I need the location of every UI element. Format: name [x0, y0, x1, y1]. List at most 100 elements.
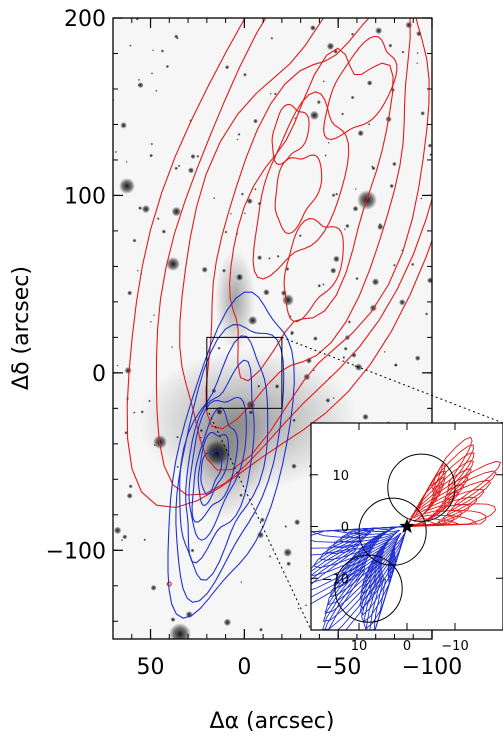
- inset-x-tick-label: 10: [351, 639, 368, 654]
- star: [357, 130, 364, 137]
- star: [126, 492, 133, 499]
- bright-star: [169, 623, 191, 639]
- star: [224, 230, 228, 234]
- star: [420, 197, 423, 200]
- star: [124, 366, 132, 375]
- star: [156, 217, 160, 221]
- star: [171, 206, 182, 217]
- inset-y-tick-label: −10: [322, 572, 349, 587]
- inset-x-tick-label: −10: [441, 639, 468, 654]
- star: [294, 519, 301, 526]
- bright-star: [204, 440, 230, 466]
- star: [125, 161, 128, 163]
- star: [240, 192, 244, 196]
- star: [137, 82, 144, 89]
- contour-blue: [311, 526, 408, 630]
- star: [331, 193, 336, 198]
- star: [243, 72, 247, 77]
- star: [341, 112, 345, 116]
- star: [174, 166, 178, 171]
- star: [236, 273, 244, 281]
- star: [216, 408, 223, 416]
- contour-red: [406, 504, 428, 528]
- contour-red: [274, 154, 323, 235]
- star: [316, 100, 321, 105]
- contour-blue: [381, 526, 408, 553]
- star: [286, 561, 292, 567]
- x-axis: 50 0 −50 −100: [131, 18, 462, 680]
- star: [305, 357, 312, 364]
- contour-red: [271, 103, 310, 166]
- contour-blue: [200, 450, 223, 495]
- contour-red: [205, 18, 411, 430]
- star: [176, 36, 179, 40]
- star: [199, 428, 203, 433]
- star: [270, 36, 274, 40]
- star: [416, 62, 419, 65]
- y-tick-label: 0: [92, 362, 106, 387]
- star: [248, 410, 253, 415]
- inset-circles: [334, 453, 456, 623]
- contour-red: [323, 35, 398, 141]
- star: [297, 607, 300, 610]
- star: [309, 110, 320, 121]
- star: [310, 25, 316, 31]
- star: [350, 32, 355, 36]
- star: [138, 206, 143, 211]
- x-axis-title: Δα (arcsec): [210, 709, 335, 734]
- contour-blue: [388, 526, 408, 546]
- star: [196, 154, 200, 158]
- star: [240, 581, 243, 583]
- contour-red: [406, 464, 470, 528]
- star: [325, 398, 331, 403]
- star: [140, 410, 144, 414]
- star: [128, 484, 133, 489]
- star: [345, 223, 350, 229]
- star: [124, 431, 128, 435]
- contour-red: [155, 18, 432, 496]
- star: [114, 150, 117, 154]
- star: [148, 399, 151, 403]
- star: [190, 548, 195, 553]
- contour-red: [126, 18, 432, 509]
- star: [405, 21, 413, 29]
- x-tick-label: −100: [402, 655, 462, 680]
- star: [399, 299, 406, 306]
- star: [317, 284, 322, 288]
- contour-red: [406, 436, 502, 527]
- star: [284, 525, 288, 528]
- star: [291, 463, 297, 469]
- star: [335, 192, 339, 196]
- star: [201, 266, 208, 273]
- star: [254, 188, 257, 191]
- star: [224, 65, 230, 70]
- star: [354, 363, 363, 372]
- star: [276, 254, 280, 258]
- star: [165, 64, 170, 69]
- star: [155, 89, 158, 92]
- star: [246, 198, 253, 205]
- star: [229, 212, 232, 215]
- contour-blue: [185, 359, 255, 564]
- inset-y-axis: 10 0 −10: [311, 469, 503, 587]
- star: [394, 363, 397, 367]
- star: [388, 43, 393, 48]
- star: [171, 346, 174, 349]
- star: [343, 228, 346, 231]
- star: [268, 257, 271, 260]
- star: [313, 336, 318, 341]
- star: [257, 255, 263, 261]
- zoom-box: [206, 336, 283, 409]
- star: [389, 183, 394, 189]
- star: [375, 27, 383, 35]
- star: [263, 289, 270, 296]
- contour-blue: [333, 526, 408, 601]
- star: [127, 290, 133, 296]
- star: [170, 617, 176, 623]
- star: [283, 548, 293, 557]
- star: [420, 111, 426, 116]
- contour-blue: [325, 526, 408, 609]
- inset-circle: [387, 453, 456, 522]
- star: [152, 49, 154, 52]
